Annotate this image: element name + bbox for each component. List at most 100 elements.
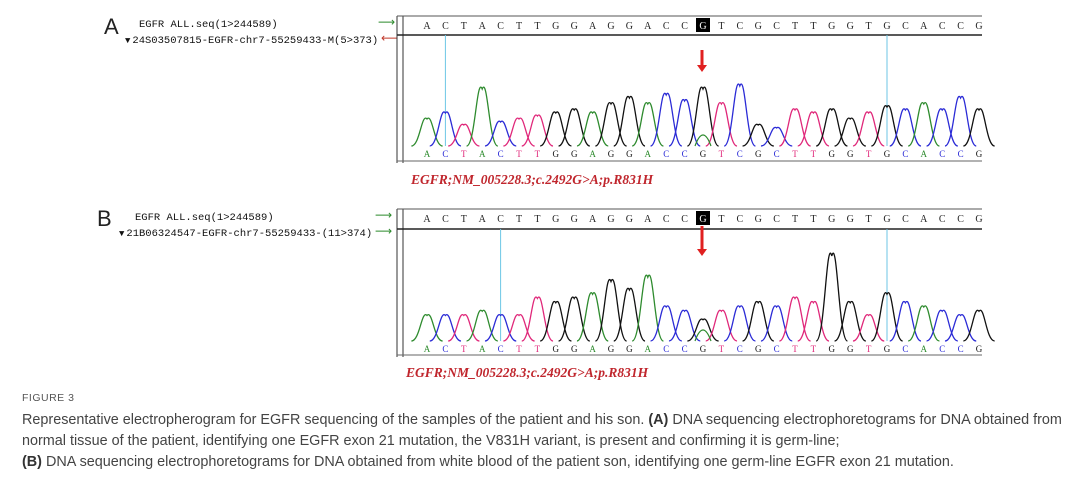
called-base: C <box>958 149 964 159</box>
reference-base: T <box>810 21 816 32</box>
reference-base: T <box>792 21 798 32</box>
reference-base: C <box>902 21 909 32</box>
called-base: G <box>553 149 560 159</box>
reference-base: A <box>423 214 431 225</box>
called-base: T <box>461 149 467 159</box>
called-base: C <box>682 149 688 159</box>
chromatogram-peak <box>797 111 830 147</box>
chromatogram-peak <box>465 86 499 147</box>
called-base: C <box>774 149 780 159</box>
chromatogram-peak <box>687 318 719 342</box>
chromatogram-peak <box>503 117 535 147</box>
reference-base: G <box>626 21 633 32</box>
caption-a-label: (A) <box>648 412 669 428</box>
called-base: C <box>442 149 448 159</box>
caption-b-text: DNA sequencing electrophoretograms for D… <box>45 454 954 470</box>
chromatogram-peak <box>429 314 462 342</box>
called-base: C <box>442 344 448 354</box>
called-base: T <box>461 344 467 354</box>
chromatogram-peak <box>447 123 480 147</box>
chromatogram-peak <box>944 314 977 342</box>
reference-base: C <box>902 214 909 225</box>
reference-base: T <box>866 214 872 225</box>
reference-base: C <box>957 21 964 32</box>
called-base: C <box>902 149 908 159</box>
called-base: C <box>958 344 964 354</box>
chromatogram-peak <box>742 300 775 342</box>
reference-base: C <box>939 214 946 225</box>
called-base: G <box>976 149 983 159</box>
reference-base: A <box>644 214 652 225</box>
chromatogram-peak <box>650 92 683 147</box>
reference-base: C <box>663 214 670 225</box>
called-base: C <box>498 344 504 354</box>
chromatogram: A C T A C T T G G A G G A C C G T C G C T T G G T G C A C C GA C T A C T T G G… <box>396 15 995 163</box>
panel-letter: B <box>97 206 112 231</box>
sample-name: 21B06324547-EGFR-chr7-55259433-(11>374) <box>126 228 373 240</box>
called-base: A <box>424 344 431 354</box>
called-base: T <box>719 344 725 354</box>
reference-base: C <box>957 214 964 225</box>
called-base: T <box>792 149 798 159</box>
chromatogram-peak <box>447 314 480 342</box>
called-base: T <box>516 149 522 159</box>
reference-base: T <box>461 214 467 225</box>
chromatogram-peak <box>594 278 628 342</box>
called-base: G <box>700 149 707 159</box>
called-base: G <box>829 344 836 354</box>
called-base: T <box>792 344 798 354</box>
chromatogram-peak <box>907 102 940 147</box>
chromatogram-peak <box>723 305 756 342</box>
reference-base: G <box>755 21 762 32</box>
reference-base: A <box>589 21 597 32</box>
sample-name: 24S03507815-EGFR-chr7-55259433-M(5>373) <box>132 35 379 47</box>
reference-base: G <box>699 214 706 225</box>
reference-base: C <box>442 21 449 32</box>
called-base: C <box>682 344 688 354</box>
called-base: G <box>571 344 578 354</box>
secondary-peak <box>694 134 712 147</box>
panel-letter: A <box>104 14 119 39</box>
called-base: G <box>847 149 854 159</box>
chromatogram-peak <box>539 300 572 342</box>
reference-base: C <box>663 21 670 32</box>
chromatogram-peak <box>760 126 793 147</box>
reference-base: T <box>866 21 872 32</box>
called-base: C <box>737 344 743 354</box>
chromatogram-peak <box>852 314 885 342</box>
chromatogram-peak <box>411 314 443 342</box>
highlighted-base-box <box>696 18 710 32</box>
called-base: G <box>626 149 633 159</box>
called-base: A <box>589 149 596 159</box>
chromatogram-peak <box>595 102 627 147</box>
reference-base: T <box>718 21 724 32</box>
chromatogram-peak <box>889 108 922 147</box>
chromatogram-peak <box>668 98 701 147</box>
expand-triangle-icon[interactable]: ▼ <box>119 229 125 239</box>
variant-annotation: EGFR;NM_005228.3;c.2492G>A;p.R831H <box>406 365 649 380</box>
chromatogram-peak <box>466 309 499 342</box>
called-base: C <box>902 344 908 354</box>
expand-triangle-icon[interactable]: ▼ <box>125 36 131 46</box>
chromatogram-peak <box>521 114 554 147</box>
reference-base: G <box>828 214 835 225</box>
called-base: G <box>976 344 983 354</box>
secondary-peak <box>694 329 712 342</box>
called-base: C <box>774 344 780 354</box>
reference-base: C <box>442 214 449 225</box>
reverse-arrow-icon: ⟵ <box>381 31 399 45</box>
forward-arrow-icon: ⟶ <box>375 224 393 238</box>
called-base: C <box>939 344 945 354</box>
reference-name: EGFR ALL.seq(1>244589) <box>135 212 274 224</box>
reference-base: C <box>773 21 780 32</box>
reference-base: C <box>736 21 743 32</box>
reference-base: C <box>939 21 946 32</box>
chromatogram-peak <box>926 108 959 147</box>
chromatogram-peak <box>723 83 757 147</box>
reference-base: C <box>736 214 743 225</box>
reference-base: G <box>571 214 578 225</box>
reference-base: G <box>975 214 982 225</box>
chromatogram-peak <box>576 292 609 342</box>
chromatogram-peak <box>834 117 867 147</box>
chromatogram-peak <box>834 300 867 342</box>
